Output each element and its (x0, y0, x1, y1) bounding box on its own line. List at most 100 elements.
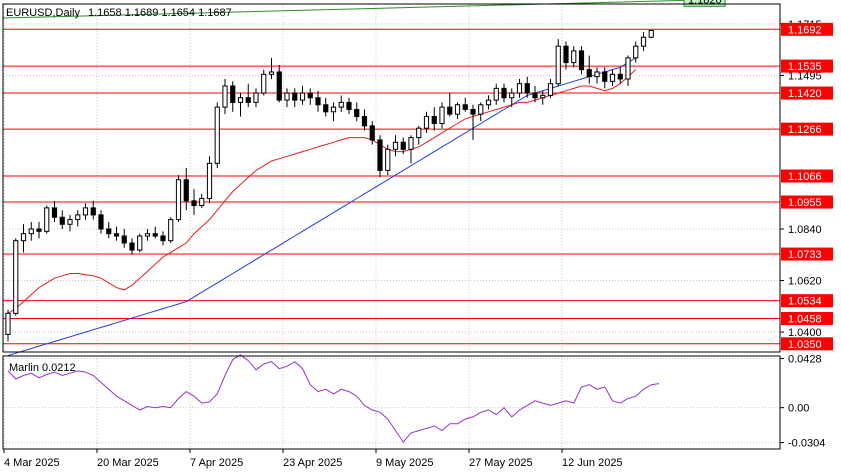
candle-body (98, 214, 104, 230)
price-level-label-box (781, 195, 833, 209)
trend-line-label-box (683, 0, 726, 7)
candle-body (268, 71, 275, 75)
chart-frames: 4 Mar 2025 20 Mar 2025 7 Apr 2025 23 Apr 20… (2, 3, 833, 469)
price-level-label-box (781, 337, 833, 351)
candle-body (13, 240, 19, 314)
y-tick-label: 1.0620 (788, 276, 822, 288)
y-tick-label: 1.0400 (788, 327, 822, 339)
candle-body (168, 219, 174, 242)
candle-body (431, 115, 437, 125)
price-level-label-box (781, 311, 833, 325)
price-level-label: 1.1066 (788, 171, 822, 183)
candle-body (423, 115, 430, 129)
y-tick-label: 1.0840 (788, 224, 822, 236)
candle-body (594, 71, 600, 78)
candle-body (416, 127, 422, 139)
candle-body (602, 71, 608, 82)
candle-body (245, 97, 251, 103)
candle-body (299, 92, 306, 101)
candle-body (82, 207, 89, 216)
price-level-label: 1.0534 (788, 296, 822, 308)
candle-body (377, 139, 383, 171)
candle-body (346, 101, 352, 110)
price-level-label-box (781, 122, 833, 136)
price-level-label: 1.0955 (788, 197, 822, 209)
x-tick-label: 9 May 2025 (376, 457, 433, 469)
candle-body (540, 94, 546, 99)
candle-body (609, 73, 616, 82)
candle-body (439, 106, 445, 125)
candle-body (237, 97, 244, 103)
price-level-label-box (781, 86, 833, 100)
candle-body (485, 99, 492, 106)
candle-body (493, 87, 499, 101)
candle-body (75, 214, 81, 221)
candle-body (454, 104, 461, 115)
candle-body (253, 92, 259, 103)
candle-body (137, 235, 143, 251)
candle-body (214, 106, 220, 164)
candle-body (338, 101, 344, 108)
candle-body (400, 141, 406, 150)
oscillator-plot (3, 354, 780, 449)
price-level-label-box (781, 169, 833, 183)
candle-body (284, 92, 290, 101)
price-plot: 1.1820 (2, 0, 780, 356)
price-level-label: 1.0733 (788, 249, 822, 261)
candle-body (5, 312, 11, 335)
candle-body (28, 228, 34, 235)
osc-y-tick-label: -0.0304 (788, 438, 825, 450)
x-tick-label: 4 Mar 2025 (4, 457, 60, 469)
candle-body (330, 106, 337, 113)
candle-body (152, 233, 158, 237)
x-tick-label: 23 Apr 2025 (283, 457, 342, 469)
candle-body (478, 104, 484, 115)
price-level-label: 1.1535 (788, 61, 822, 73)
x-tick-label: 7 Apr 2025 (190, 457, 243, 469)
candle-body (222, 85, 228, 108)
candle-body (121, 235, 127, 244)
candle-body (361, 115, 368, 127)
candle-body (625, 57, 631, 80)
oscillator-frame (2, 355, 781, 450)
candle-body (191, 200, 197, 207)
candle-body (447, 106, 453, 115)
candle-body (59, 216, 65, 225)
candle-body (144, 233, 151, 237)
marlin-line (7, 354, 660, 443)
osc-y-tick-label: 0.0428 (788, 354, 822, 366)
candle-body (51, 207, 58, 218)
candle-body (36, 228, 42, 232)
price-level-label-box (781, 59, 833, 73)
candle-body (354, 108, 360, 117)
candle-body (113, 233, 120, 237)
candle-body (385, 148, 391, 171)
candle-body (524, 83, 530, 94)
candle-body (555, 45, 561, 85)
price-level-label: 1.1266 (788, 124, 822, 136)
candle-body (578, 50, 585, 71)
trend-line-green (2, 0, 719, 19)
candle-body (44, 207, 50, 232)
candle-body (183, 179, 189, 202)
oscillator-title: Marlin 0.0212 (9, 362, 76, 374)
candle-body (547, 83, 554, 96)
candle-body (640, 36, 647, 47)
candle-body (90, 207, 96, 216)
candle-body (199, 198, 205, 207)
trend-line-label: 1.1820 (688, 0, 722, 6)
y-tick-label: 1.1495 (788, 70, 822, 82)
candle-body (648, 29, 654, 38)
chart-title: EURUSD,Daily (6, 7, 80, 19)
price-level-label-box (781, 294, 833, 308)
candle-body (292, 92, 298, 101)
candle-body (470, 108, 476, 115)
candle-body (20, 233, 27, 242)
candle-body (315, 97, 321, 106)
price-level-label: 1.0458 (788, 313, 822, 325)
price-frame (2, 3, 781, 353)
candle-body (462, 104, 468, 110)
candle-body (323, 104, 329, 113)
osc-y-tick-label: 0.00 (788, 403, 809, 415)
price-level-label: 1.1420 (788, 88, 822, 100)
